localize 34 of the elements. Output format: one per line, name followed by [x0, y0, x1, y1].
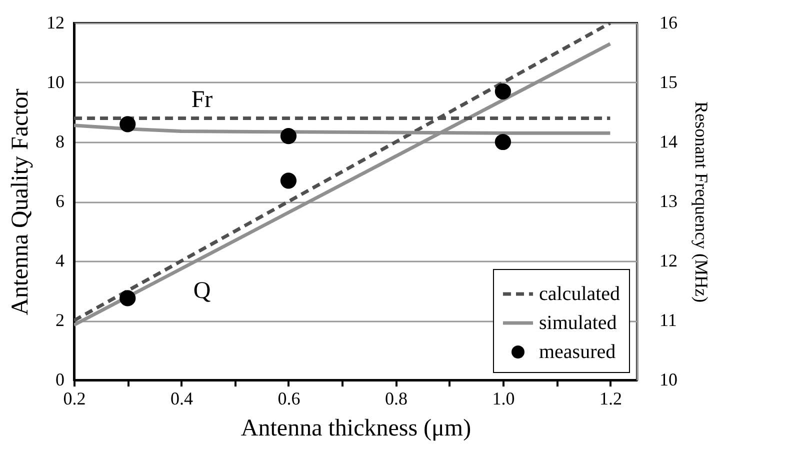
- x-tick-label: 0.6: [278, 388, 300, 408]
- legend-label: simulated: [539, 312, 617, 334]
- x-tick-label: 0.4: [170, 388, 193, 408]
- y2-tick-label: 16: [660, 12, 678, 32]
- point: [120, 290, 136, 306]
- x-tick-label: 0.8: [384, 388, 408, 408]
- y2-tick-label: 10: [660, 370, 678, 390]
- annotation: Q: [193, 278, 211, 304]
- point: [120, 116, 136, 132]
- y-tick-label: 2: [56, 310, 64, 330]
- annotation: Fr: [191, 87, 213, 113]
- y-tick-label: 6: [56, 191, 64, 211]
- y2-tick-label: 14: [660, 132, 678, 152]
- point: [494, 83, 512, 100]
- y-tick-label: 12: [46, 12, 64, 32]
- y-tick-label: 8: [56, 132, 64, 152]
- legend-label: measured: [539, 341, 616, 363]
- x-tick-label: 1.0: [492, 388, 515, 408]
- x-axis-title: Antenna thickness (μm): [240, 416, 472, 442]
- x-tick-label: 0.2: [63, 388, 86, 408]
- y-tick-label: 10: [46, 72, 64, 92]
- point: [280, 172, 297, 189]
- legend-label: calculated: [539, 283, 620, 305]
- y2-tick-label: 15: [660, 72, 678, 92]
- y-axis-title: Antenna Quality Factor: [8, 88, 34, 316]
- point: [494, 134, 512, 150]
- y2-tick-label: 12: [660, 250, 678, 270]
- y2-tick-label: 13: [660, 191, 678, 211]
- y-tick-label: 4: [56, 250, 64, 270]
- y2-tick-label: 11: [660, 310, 677, 330]
- point: [280, 128, 297, 144]
- x-tick-label: 1.2: [599, 388, 622, 408]
- y-tick-label: 0: [56, 370, 64, 390]
- y2-axis-title: Resonant Frequency (MHz): [692, 102, 712, 302]
